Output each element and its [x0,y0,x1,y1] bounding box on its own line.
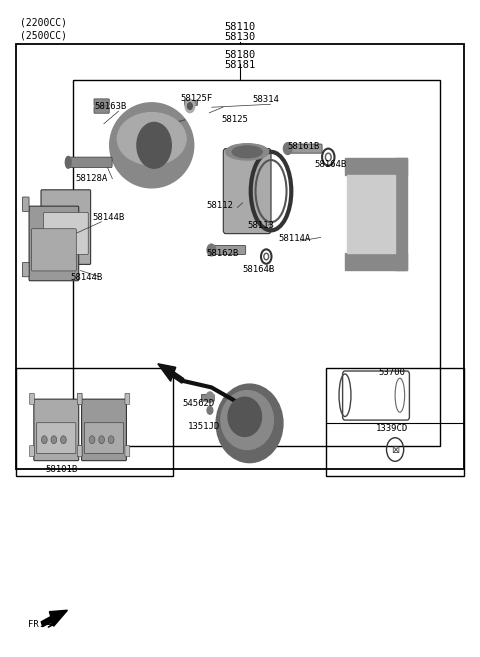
FancyBboxPatch shape [125,445,130,457]
FancyBboxPatch shape [94,106,109,113]
FancyBboxPatch shape [67,157,112,168]
Bar [345,253,407,269]
FancyBboxPatch shape [77,394,82,405]
FancyBboxPatch shape [84,422,123,453]
FancyBboxPatch shape [43,212,88,254]
FancyBboxPatch shape [210,246,246,254]
Text: 58314: 58314 [252,95,279,104]
Text: FR.: FR. [28,620,44,629]
Circle shape [283,143,292,154]
Text: 58144B: 58144B [71,273,103,282]
FancyBboxPatch shape [125,394,130,405]
Text: 58144B: 58144B [92,213,124,222]
FancyBboxPatch shape [23,262,29,277]
Circle shape [185,99,195,112]
Text: 58180: 58180 [224,51,256,60]
Text: 53700: 53700 [378,369,405,378]
Circle shape [99,436,105,443]
Text: 58101B: 58101B [45,464,77,474]
FancyArrow shape [41,610,68,627]
FancyBboxPatch shape [36,422,76,453]
Circle shape [41,436,47,443]
Text: 58114A: 58114A [278,234,311,242]
Bar [395,158,407,269]
FancyBboxPatch shape [41,190,91,264]
Circle shape [51,436,57,443]
Text: 58125: 58125 [221,115,248,124]
FancyBboxPatch shape [77,445,82,457]
Text: 58164B: 58164B [314,160,346,170]
Ellipse shape [110,102,194,188]
FancyBboxPatch shape [201,395,214,401]
Text: (2200CC): (2200CC) [21,18,68,28]
Bar [345,158,407,175]
Ellipse shape [226,144,269,160]
FancyBboxPatch shape [34,399,79,461]
Text: 58125F: 58125F [180,94,213,102]
Circle shape [206,392,214,403]
Text: 1351JD: 1351JD [188,422,220,431]
FancyBboxPatch shape [32,229,76,271]
Ellipse shape [65,156,71,168]
Circle shape [207,406,213,414]
Ellipse shape [117,112,186,165]
FancyBboxPatch shape [82,399,126,461]
Text: 58113: 58113 [247,221,274,230]
Text: 58110: 58110 [224,22,256,32]
Text: 54562D: 54562D [183,399,215,408]
Bar [348,175,395,253]
FancyBboxPatch shape [77,394,82,405]
Text: 1339CD: 1339CD [376,424,408,433]
Text: 58163B: 58163B [95,102,127,110]
FancyBboxPatch shape [223,148,271,234]
Ellipse shape [137,122,171,168]
FancyBboxPatch shape [23,197,29,212]
Circle shape [188,102,192,109]
FancyBboxPatch shape [30,445,34,457]
Text: 58181: 58181 [224,60,256,70]
Text: 58161B: 58161B [288,142,320,151]
Circle shape [108,436,114,443]
FancyBboxPatch shape [185,100,198,105]
Text: ⊠: ⊠ [391,445,399,455]
Circle shape [60,436,66,443]
Ellipse shape [216,384,283,463]
Ellipse shape [232,146,262,158]
Text: 58164B: 58164B [242,265,275,274]
FancyBboxPatch shape [30,394,34,405]
Text: 58128A: 58128A [75,173,108,183]
Text: 58130: 58130 [224,32,256,42]
Ellipse shape [221,391,274,449]
Ellipse shape [228,397,262,436]
FancyBboxPatch shape [29,206,79,281]
Text: 58112: 58112 [206,201,233,210]
Text: 58162B: 58162B [206,250,239,258]
FancyArrow shape [158,364,183,383]
FancyBboxPatch shape [94,99,109,105]
FancyBboxPatch shape [77,445,82,457]
Circle shape [207,244,216,256]
FancyBboxPatch shape [287,144,322,153]
Text: (2500CC): (2500CC) [21,31,68,41]
Circle shape [89,436,95,443]
